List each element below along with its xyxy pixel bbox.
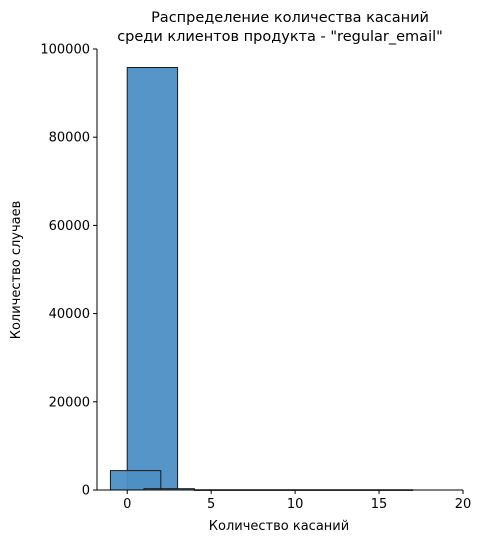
histogram-bar-2 — [109, 470, 162, 491]
x-tick-label-1: 5 — [207, 497, 215, 512]
x-tick-label-3: 15 — [371, 497, 388, 512]
histogram-bar-1 — [126, 67, 179, 491]
y-tick-label-5: 100000 — [40, 43, 90, 58]
x-tick-label-0: 0 — [123, 497, 131, 512]
y-tick-label-0: 0 — [82, 484, 90, 499]
y-axis-ticks: 0 20000 40000 60000 80000 100000 — [40, 43, 97, 499]
x-axis-label: Количество касаний — [209, 519, 349, 534]
y-tick-label-3: 60000 — [49, 219, 90, 234]
y-tick-label-2: 40000 — [49, 307, 90, 322]
bars-layer — [109, 67, 414, 491]
x-axis-ticks: 0 5 10 15 20 — [123, 490, 471, 512]
y-axis-label: Количество случаев — [9, 201, 24, 340]
y-tick-label-1: 20000 — [49, 395, 90, 410]
x-tick-label-4: 20 — [455, 497, 472, 512]
chart-title-line-1: Распределение количества касаний — [151, 10, 429, 26]
chart-title-line-2: среди клиентов продукта - "regular_email… — [117, 29, 443, 45]
y-tick-label-4: 80000 — [49, 131, 90, 146]
x-tick-label-2: 10 — [287, 497, 304, 512]
